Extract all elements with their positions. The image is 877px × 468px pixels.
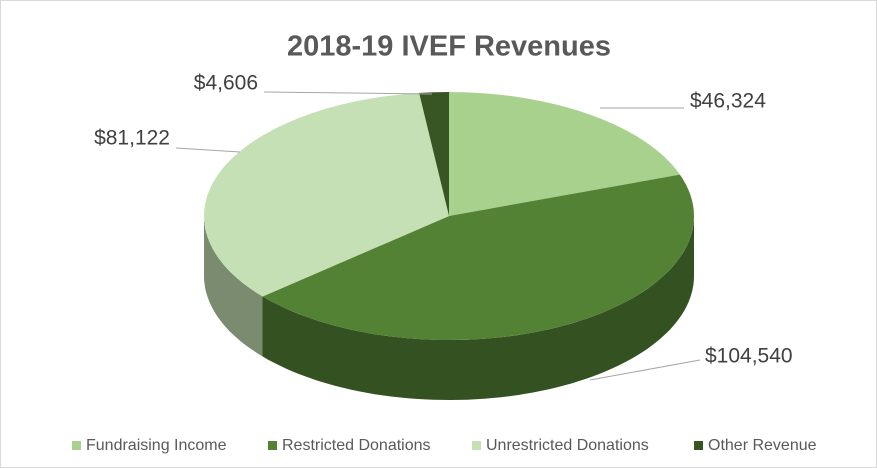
legend-label: Fundraising Income (86, 437, 227, 454)
chart-title: 2018-19 IVEF Revenues (287, 31, 611, 63)
legend-swatch (72, 441, 81, 450)
legend-label: Unrestricted Donations (486, 437, 649, 454)
legend-label: Other Revenue (708, 437, 817, 454)
pie-slice (262, 174, 694, 340)
leader-line (175, 147, 241, 153)
data-label: $104,540 (705, 345, 793, 368)
leader-line (263, 91, 433, 95)
legend-swatch (694, 441, 703, 450)
legend: Fundraising Income Restricted Donations Un… (72, 437, 817, 454)
pie-tops (204, 92, 694, 340)
data-label: $4,606 (194, 72, 258, 95)
legend-swatch (472, 441, 481, 450)
pie-slice (204, 92, 449, 297)
pie-sides (204, 216, 694, 400)
data-label: $81,122 (94, 127, 170, 150)
pie-side (204, 216, 263, 357)
leader-line (589, 359, 701, 381)
pie-side (262, 216, 694, 400)
legend-label: Restricted Donations (282, 437, 431, 454)
data-label: $46,324 (690, 90, 766, 113)
pie-slice (419, 92, 449, 216)
legend-swatch (268, 441, 277, 450)
data-labels: $46,324 $104,540 $81,122 $4,606 (94, 72, 793, 381)
pie-slice (449, 92, 680, 216)
